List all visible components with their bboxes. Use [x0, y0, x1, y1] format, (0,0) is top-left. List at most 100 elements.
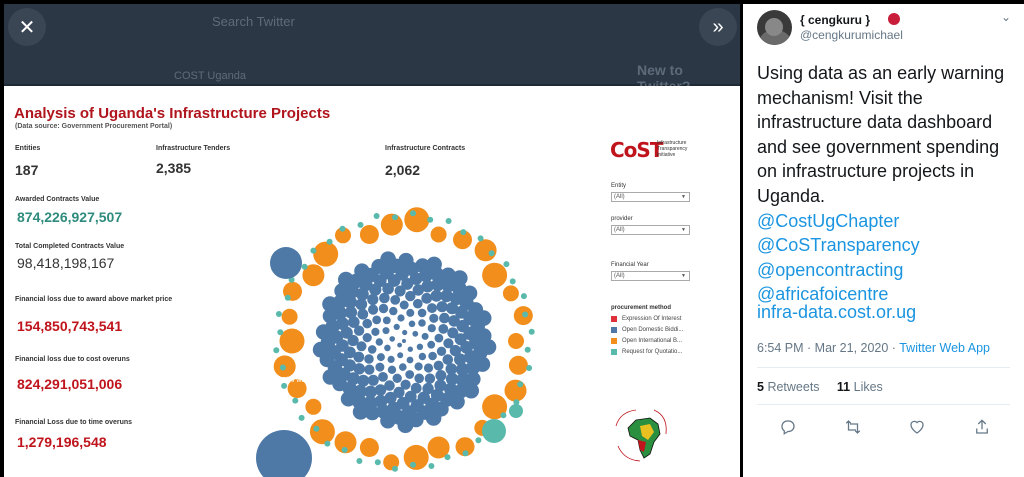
bubble[interactable]: [430, 289, 443, 302]
user-handle[interactable]: @cengkurumichael: [800, 28, 903, 42]
bubble[interactable]: [353, 325, 365, 336]
bubble[interactable]: [406, 308, 415, 317]
bubble[interactable]: [392, 373, 402, 383]
bubble[interactable]: [380, 413, 396, 429]
bubble[interactable]: [465, 371, 481, 387]
bubble[interactable]: [309, 419, 335, 445]
legend-item[interactable]: Expression Of Interest: [611, 315, 681, 323]
bubble[interactable]: [517, 381, 524, 388]
bubble[interactable]: [322, 296, 338, 312]
bubble[interactable]: [427, 340, 436, 349]
bubble[interactable]: [399, 363, 407, 371]
bubble[interactable]: [322, 308, 338, 324]
bubble[interactable]: [392, 214, 398, 221]
bubble[interactable]: [371, 327, 380, 336]
bubble[interactable]: [279, 364, 286, 371]
bubble[interactable]: [403, 444, 429, 470]
mention-link[interactable]: @africafoicentre: [757, 284, 889, 305]
filter-year-select[interactable]: (All) ▼: [611, 271, 690, 281]
tweet-timestamp[interactable]: 6:54 PM · Mar 21, 2020: [757, 341, 889, 355]
tweet-source-link[interactable]: Twitter Web App: [899, 341, 991, 355]
bubble[interactable]: [375, 362, 385, 372]
bubble[interactable]: [312, 341, 329, 358]
bubble[interactable]: [277, 329, 284, 336]
bubble[interactable]: [434, 333, 444, 343]
bubble[interactable]: [429, 313, 439, 323]
bubble[interactable]: [322, 369, 338, 385]
bubble[interactable]: [356, 458, 363, 464]
bubble[interactable]: [402, 329, 408, 336]
bubble[interactable]: [374, 459, 381, 466]
bubble[interactable]: [355, 298, 368, 311]
retweet-icon[interactable]: [843, 418, 863, 438]
bubble[interactable]: [461, 285, 478, 301]
bubble[interactable]: [410, 382, 422, 394]
bubble[interactable]: [413, 298, 423, 309]
like-label[interactable]: Likes: [853, 380, 883, 394]
bubble[interactable]: [445, 363, 458, 375]
bubble[interactable]: [424, 373, 436, 384]
bubble[interactable]: [449, 394, 465, 410]
bubble[interactable]: [502, 285, 519, 302]
bubble[interactable]: [341, 446, 348, 453]
bubble[interactable]: [305, 398, 322, 415]
bubble[interactable]: [378, 372, 388, 382]
legend-item[interactable]: Request for Quotatio...: [611, 348, 682, 356]
bubble[interactable]: [313, 425, 320, 432]
bubble[interactable]: [389, 336, 395, 342]
bubble[interactable]: [387, 355, 395, 363]
bubble[interactable]: [426, 256, 442, 273]
display-name[interactable]: { cengkuru }: [800, 13, 871, 27]
bubble[interactable]: [364, 354, 374, 364]
bubble[interactable]: [435, 370, 447, 381]
reply-icon[interactable]: [778, 418, 798, 438]
bubble[interactable]: [340, 391, 356, 407]
bubble[interactable]: [414, 362, 423, 371]
bubble[interactable]: [421, 292, 433, 304]
bubble[interactable]: [353, 351, 365, 363]
bubble[interactable]: [298, 414, 305, 421]
bubble[interactable]: [397, 342, 402, 348]
close-button[interactable]: ✕: [8, 8, 46, 46]
bubble[interactable]: [528, 328, 535, 335]
bubble[interactable]: [367, 345, 377, 354]
bubble[interactable]: [400, 379, 411, 390]
tweet-url-link[interactable]: infra-data.cost.or.ug: [757, 302, 917, 322]
bubble[interactable]: [463, 382, 479, 399]
bubble[interactable]: [281, 308, 298, 325]
bubble[interactable]: [447, 327, 459, 339]
bubble[interactable]: [482, 419, 506, 443]
bubble[interactable]: [456, 362, 470, 377]
bubble[interactable]: [367, 374, 379, 386]
bubble[interactable]: [359, 225, 379, 244]
bubble[interactable]: [375, 338, 383, 346]
mention-link[interactable]: @CostUgChapter: [757, 210, 900, 231]
mention-link[interactable]: @opencontracting: [757, 259, 904, 280]
bubble[interactable]: [474, 356, 491, 372]
bubble[interactable]: [427, 303, 437, 314]
bubble[interactable]: [378, 303, 389, 314]
bubble[interactable]: [436, 346, 447, 356]
collapse-button[interactable]: »: [699, 8, 737, 46]
bubble[interactable]: [362, 318, 372, 329]
bubble[interactable]: [474, 239, 497, 262]
dashboard-image[interactable]: Analysis of Uganda's Infrastructure Proj…: [4, 86, 740, 477]
bubble[interactable]: [504, 379, 527, 402]
bubble[interactable]: [509, 278, 516, 285]
avatar[interactable]: [757, 10, 792, 45]
bubble[interactable]: [394, 285, 406, 297]
bubble[interactable]: [416, 343, 424, 350]
bubble[interactable]: [436, 301, 448, 313]
bubble[interactable]: [379, 292, 390, 304]
bubble[interactable]: [382, 316, 391, 325]
bubble[interactable]: [442, 354, 454, 365]
bubble[interactable]: [503, 261, 510, 268]
bubble[interactable]: [422, 382, 434, 395]
bubble[interactable]: [302, 264, 325, 287]
mention-link[interactable]: @CoSTransparency: [757, 235, 920, 256]
bubble[interactable]: [380, 251, 396, 267]
bubble[interactable]: [418, 319, 426, 327]
bubble[interactable]: [357, 221, 364, 228]
bubble[interactable]: [324, 440, 331, 447]
bubble[interactable]: [284, 294, 291, 301]
